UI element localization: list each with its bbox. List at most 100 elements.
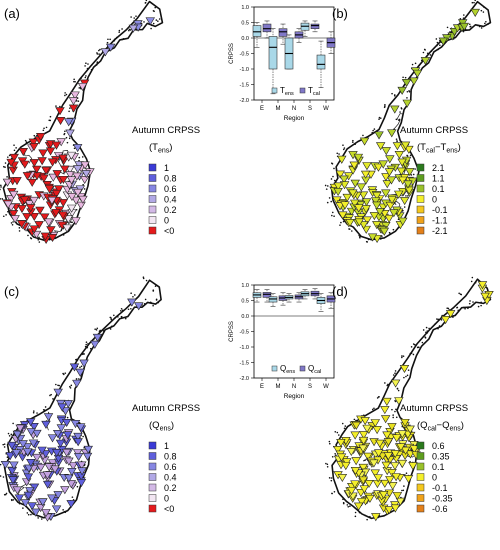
legend-swatch	[271, 87, 278, 94]
coast-island	[110, 325, 113, 328]
coast-island	[480, 301, 482, 304]
coast-island	[379, 238, 382, 240]
station-marker	[44, 185, 55, 194]
coast-island	[465, 29, 467, 32]
station-marker	[392, 142, 403, 151]
coast-island	[85, 62, 87, 65]
station-marker	[362, 216, 372, 225]
coast-island	[393, 94, 396, 96]
station-marker	[32, 429, 42, 438]
station-marker	[67, 193, 77, 202]
legend-subtitle-part: Q	[420, 420, 427, 431]
coast-island	[96, 327, 99, 330]
station-marker	[405, 425, 415, 434]
coast-island	[342, 144, 344, 146]
coast-island	[11, 223, 14, 226]
station-marker	[336, 453, 347, 462]
station-marker	[459, 22, 470, 31]
station-marker	[335, 170, 345, 179]
legend-subtitle-part: (	[149, 142, 153, 153]
legend-subtitle: (Qens)	[149, 420, 174, 433]
coast-island	[6, 456, 9, 458]
legend-swatch	[416, 174, 425, 182]
coast-island	[135, 15, 137, 17]
station-marker	[350, 480, 360, 489]
coast-island	[343, 147, 346, 149]
coast-island	[439, 44, 441, 47]
legend-swatch	[416, 226, 425, 235]
coast-island	[328, 440, 331, 443]
station-marker	[445, 310, 456, 319]
coast-island	[49, 119, 52, 122]
coast-island	[342, 148, 345, 151]
coast-island	[468, 23, 471, 26]
box-iqr	[262, 292, 272, 298]
station-marker	[399, 365, 410, 374]
map-panel-a: (a)	[0, 0, 164, 244]
coast-island	[440, 319, 443, 321]
coast-island	[413, 343, 416, 346]
coast-island	[334, 430, 337, 433]
station-marker	[70, 91, 80, 100]
station-marker	[80, 161, 90, 170]
legend-subtitle: (Tens)	[149, 142, 172, 155]
legend-swatch	[148, 226, 157, 235]
station-marker	[43, 413, 54, 422]
coast-island	[369, 515, 371, 518]
station-marker	[15, 424, 25, 433]
coast-island	[78, 378, 80, 380]
coast-island	[392, 374, 395, 376]
station-marker	[360, 417, 370, 426]
coast-island	[69, 107, 71, 109]
station-marker	[400, 418, 410, 427]
coast-island	[80, 77, 82, 80]
coast-island	[392, 416, 395, 419]
coast-island	[115, 36, 118, 39]
coast-island	[437, 327, 439, 330]
station-marker	[28, 138, 39, 147]
legend-swatch	[416, 441, 425, 450]
coast-island	[81, 156, 84, 158]
legend-swatch	[299, 87, 306, 94]
station-marker	[391, 473, 401, 482]
coast-island	[43, 127, 45, 130]
coast-island	[95, 64, 98, 66]
coast-island	[71, 221, 73, 224]
station-marker	[42, 471, 53, 480]
station-marker	[397, 86, 407, 95]
coast-island	[428, 327, 430, 330]
coast-island	[62, 234, 65, 236]
coast-island	[462, 17, 465, 19]
station-marker	[399, 197, 410, 206]
coast-island	[7, 156, 9, 158]
legend-subtitle: (Qcal−Qens)	[417, 420, 464, 433]
coast-island	[57, 384, 59, 387]
coast-island	[437, 318, 440, 321]
coast-island	[347, 505, 350, 508]
coast-island	[6, 176, 8, 178]
legend-subtitle-part: )	[461, 420, 464, 431]
station-marker	[387, 482, 398, 491]
station-marker	[398, 217, 408, 226]
station-marker	[23, 473, 34, 482]
legend-label: <0	[164, 226, 174, 236]
coast-island	[434, 323, 436, 325]
coast-island	[469, 300, 471, 302]
station-marker	[12, 430, 23, 439]
coast-island	[367, 238, 370, 241]
coast-island	[373, 128, 376, 130]
coast-island	[152, 22, 155, 25]
coast-island	[42, 129, 45, 132]
station-marker	[369, 459, 379, 468]
coast-island	[106, 41, 109, 44]
station-marker	[390, 462, 400, 471]
coast-island	[154, 6, 157, 9]
station-marker	[61, 419, 72, 428]
coast-island	[109, 328, 112, 330]
coast-island	[474, 0, 477, 2]
coast-island	[44, 406, 47, 408]
station-marker	[37, 157, 47, 166]
coast-island	[85, 341, 88, 343]
coast-island	[346, 504, 349, 506]
coast-island	[330, 178, 333, 180]
